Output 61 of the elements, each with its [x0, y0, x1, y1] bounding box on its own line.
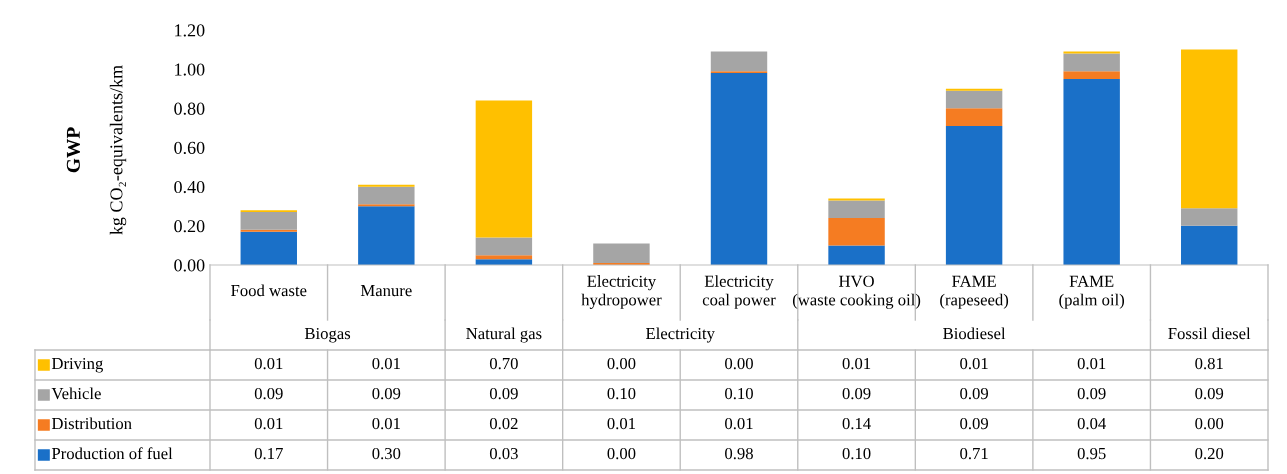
data-label: 0.00 [607, 447, 636, 460]
data-label: 0.01 [372, 357, 400, 370]
text: Biodiesel [943, 327, 1006, 340]
data-label: 0.09 [960, 417, 989, 430]
x-tick-label: Manure [360, 285, 412, 297]
legend-label: Vehicle [51, 387, 101, 400]
data-label: 0.71 [960, 447, 988, 460]
x-tick-label: FAME (rapeseed) [940, 275, 1009, 309]
data-label: 0.09 [372, 387, 401, 400]
data-label: 0.00 [607, 357, 636, 370]
data-label: 0.30 [372, 447, 401, 460]
data-label: 0.01 [607, 417, 636, 430]
data-label: 0.01 [254, 357, 283, 370]
text: Electricity [646, 327, 715, 343]
data-label: 0.70 [489, 357, 518, 370]
data-label: 0.09 [254, 387, 283, 400]
data-label: 0.02 [489, 417, 518, 430]
legend-label: Driving [51, 357, 103, 373]
text: Fossil diesel [1168, 327, 1251, 340]
y-tick-label: 1.00 [175, 63, 205, 76]
x-tick-label: Electricity hydropower [581, 275, 662, 309]
y-tick-label: 0.20 [174, 220, 205, 233]
data-label: 0.09 [1077, 387, 1106, 400]
y-tick-label: 0.60 [174, 141, 205, 155]
data-label: 0.01 [1077, 357, 1106, 370]
data-label: 0.95 [1077, 447, 1106, 460]
data-label: 0.04 [1077, 417, 1106, 430]
data-label: 0.00 [725, 357, 753, 370]
x-tick-label: Electricity coal power [702, 275, 776, 309]
data-label: 0.09 [1195, 387, 1224, 400]
data-label: 0.03 [489, 447, 518, 460]
data-label: 0.01 [372, 417, 400, 430]
text: GWP [66, 127, 80, 173]
x-tick-label: FAME (palm oil) [1059, 275, 1125, 309]
data-label: 0.10 [607, 387, 636, 400]
data-label: 0.98 [725, 447, 753, 460]
data-label: 0.17 [254, 447, 283, 460]
data-label: 0.09 [960, 387, 989, 400]
data-label: 0.01 [725, 417, 753, 430]
legend-label: Production of fuel [51, 447, 173, 460]
text: Natural gas [466, 327, 542, 343]
data-label: 0.01 [254, 417, 283, 430]
y-tick-label: 0.00 [174, 259, 205, 272]
data-label: 0.81 [1195, 357, 1223, 370]
y-tick-label: 1.20 [175, 24, 205, 37]
y-tick-label: 0.80 [174, 102, 205, 115]
text: Biogas [304, 327, 351, 343]
legend-label: Distribution [51, 417, 132, 430]
data-label: 0.00 [1195, 417, 1224, 430]
x-tick-label: HVO (waste cooking oil) [792, 275, 921, 309]
y-tick-label: 0.40 [174, 180, 205, 194]
data-label: 0.10 [842, 447, 871, 460]
data-label: 0.01 [842, 357, 871, 370]
data-label: 0.09 [489, 387, 518, 400]
data-label: 0.10 [725, 387, 753, 400]
data-label: 0.20 [1195, 447, 1224, 460]
data-label: 0.14 [842, 417, 871, 430]
y-axis-title: kg CO₂-equivalents/km [109, 65, 127, 235]
data-label: 0.01 [960, 357, 988, 370]
x-tick-label: Food waste [231, 284, 307, 297]
data-label: 0.09 [842, 387, 871, 400]
